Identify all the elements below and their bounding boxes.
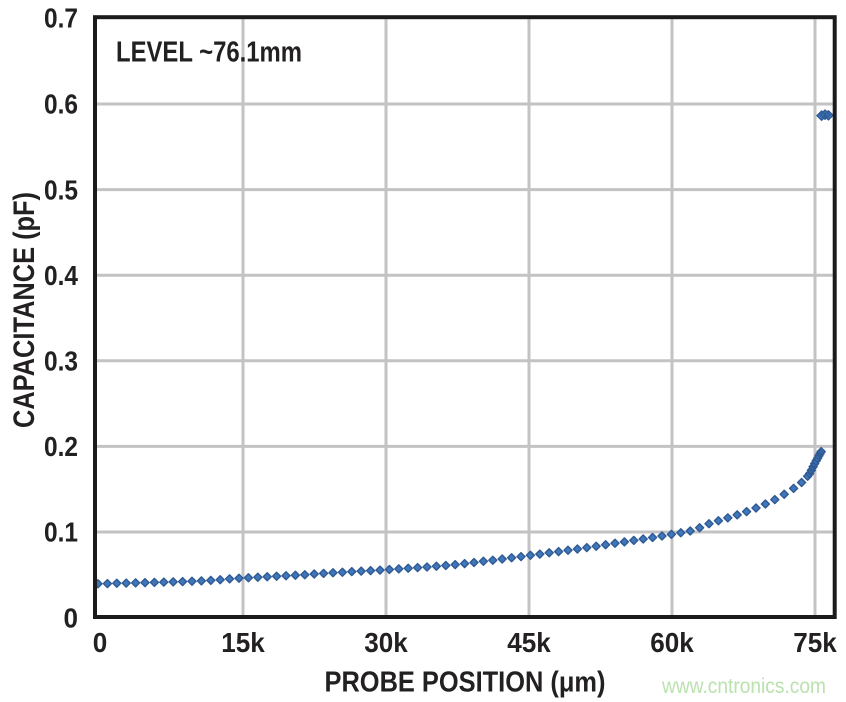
svg-text:0: 0 — [93, 627, 108, 658]
svg-text:0.7: 0.7 — [44, 2, 78, 33]
svg-text:0.3: 0.3 — [44, 346, 78, 377]
svg-text:0.2: 0.2 — [44, 431, 78, 462]
svg-text:75k: 75k — [793, 627, 837, 658]
svg-text:www.cntronics.com: www.cntronics.com — [661, 674, 826, 698]
svg-text:30k: 30k — [364, 627, 408, 658]
svg-text:15k: 15k — [221, 627, 265, 658]
svg-text:0: 0 — [64, 602, 79, 633]
svg-text:LEVEL ~76.1mm: LEVEL ~76.1mm — [116, 37, 302, 69]
svg-text:0.5: 0.5 — [44, 174, 78, 205]
svg-text:60k: 60k — [650, 627, 694, 658]
svg-text:0.1: 0.1 — [44, 517, 78, 548]
svg-text:45k: 45k — [507, 627, 551, 658]
svg-text:0.4: 0.4 — [44, 260, 78, 291]
svg-text:CAPACITANCE (pF): CAPACITANCE (pF) — [8, 192, 41, 428]
svg-text:PROBE POSITION (μm): PROBE POSITION (μm) — [325, 667, 606, 699]
svg-text:0.6: 0.6 — [44, 89, 78, 120]
